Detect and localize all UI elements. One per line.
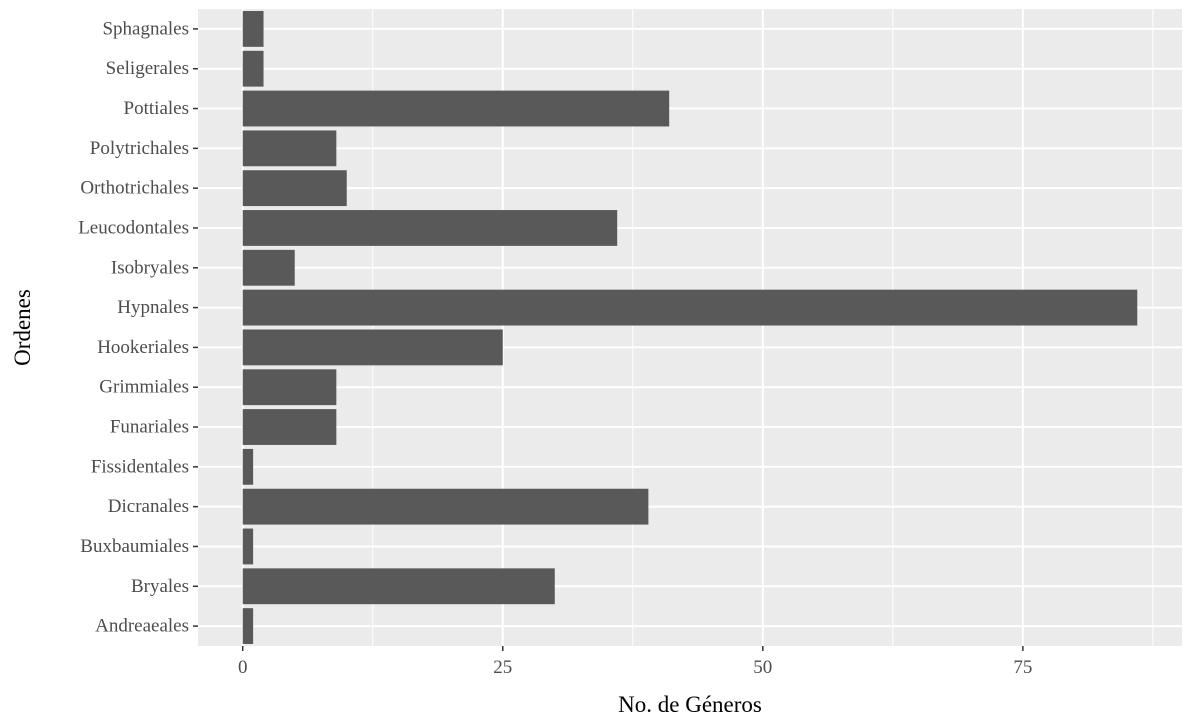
bar-sphagnales <box>242 10 264 47</box>
y-tick-label: Leucodontales <box>78 217 189 238</box>
y-tick-label: Hookeriales <box>97 337 189 358</box>
x-tick-label: 75 <box>1013 657 1032 678</box>
y-tick-label: Fissidentales <box>91 456 189 477</box>
bar-dicranales <box>242 488 649 525</box>
y-tick-label: Dicranales <box>108 496 189 517</box>
bar-fissidentales <box>242 448 254 485</box>
y-axis-title: Ordenes <box>10 289 35 366</box>
bar-bryales <box>242 568 555 605</box>
y-tick-label: Hypnales <box>117 297 189 318</box>
y-tick-label: Bryales <box>131 576 189 597</box>
bar-isobryales <box>242 249 295 286</box>
y-tick-label: Pottiales <box>124 98 189 119</box>
x-axis-title: No. de Géneros <box>618 692 762 717</box>
bar-pottiales <box>242 90 670 127</box>
bar-hypnales <box>242 289 1138 326</box>
bar-funariales <box>242 409 337 445</box>
y-tick-label: Orthotrichales <box>80 178 189 199</box>
y-tick-label: Andreaeales <box>95 616 189 637</box>
x-tick-label: 25 <box>493 657 512 678</box>
bar-polytrichales <box>242 130 337 167</box>
y-tick-label: Isobryales <box>111 257 189 278</box>
bar-seligerales <box>242 50 264 87</box>
bar-andreaeales <box>242 608 254 645</box>
bar-grimmiales <box>242 369 337 406</box>
grid-major <box>198 9 1182 646</box>
bar-orthotrichales <box>242 170 347 207</box>
x-axis: 0 25 50 75 <box>238 646 1032 678</box>
y-tick-label: Buxbaumiales <box>80 536 189 557</box>
y-tick-label: Polytrichales <box>90 138 189 159</box>
y-axis: Andreaeales Bryales Buxbaumiales Dicranales… <box>78 18 198 637</box>
y-tick-label: Grimmiales <box>99 377 189 398</box>
x-tick-label: 0 <box>238 657 248 678</box>
y-tick-label: Seligerales <box>106 58 189 79</box>
bar-hookeriales <box>242 329 503 366</box>
bar-buxbaumiales <box>242 528 254 565</box>
x-tick-label: 50 <box>753 657 772 678</box>
y-tick-label: Funariales <box>110 417 189 438</box>
bar-leucodontales <box>242 210 618 246</box>
y-tick-label: Sphagnales <box>102 18 189 39</box>
bars <box>242 10 1138 645</box>
